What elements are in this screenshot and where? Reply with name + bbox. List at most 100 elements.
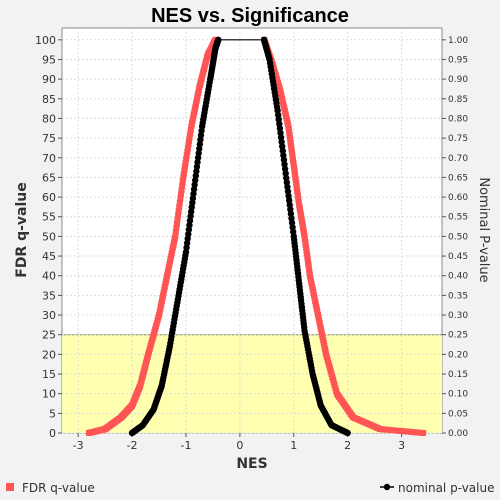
y-left-tick-label: 25 bbox=[42, 329, 56, 342]
fdr-point bbox=[180, 170, 187, 177]
y-right-tick-label: 0.55 bbox=[448, 213, 468, 223]
y-right-tick-label: 0.70 bbox=[448, 154, 468, 164]
fdr-point bbox=[407, 428, 414, 435]
y-left-tick-label: 5 bbox=[49, 407, 56, 420]
y-left-tick-label: 50 bbox=[42, 230, 56, 243]
fdr-point bbox=[175, 212, 182, 219]
fdr-point bbox=[183, 152, 190, 159]
fdr-point bbox=[420, 430, 427, 436]
fdr-point bbox=[180, 174, 187, 181]
legend-label-nominal: nominal p-value bbox=[398, 481, 494, 495]
legend-marker-fdr bbox=[6, 483, 14, 491]
nominal-pvalue-point bbox=[344, 429, 351, 437]
y-right-tick-label: 0.85 bbox=[448, 95, 468, 105]
fdr-point bbox=[377, 426, 384, 433]
x-axis-label: NES bbox=[236, 456, 267, 472]
y-left-tick-label: 45 bbox=[42, 250, 56, 263]
y-left-tick-label: 65 bbox=[42, 171, 56, 184]
fdr-point bbox=[182, 163, 189, 170]
fdr-point bbox=[184, 145, 191, 152]
y-right-tick-label: 0.75 bbox=[448, 134, 468, 144]
y-right-tick-label: 0.30 bbox=[448, 311, 468, 321]
fdr-point bbox=[383, 426, 390, 433]
x-tick-label: -2 bbox=[127, 439, 138, 452]
y-left-tick-label: 85 bbox=[42, 93, 56, 106]
fdr-point bbox=[181, 167, 188, 174]
y-right-tick-label: 0.40 bbox=[448, 272, 468, 282]
x-tick-label: 2 bbox=[344, 439, 351, 452]
fdr-point bbox=[178, 187, 185, 194]
y-right-tick-label: 0.45 bbox=[448, 252, 468, 262]
fdr-point bbox=[401, 428, 408, 435]
y-left-tick-label: 20 bbox=[42, 348, 56, 361]
legend-marker-nominal bbox=[383, 483, 391, 491]
y-right-tick-label: 0.65 bbox=[448, 173, 468, 183]
y-right-tick-label: 0.50 bbox=[448, 232, 468, 242]
fdr-point bbox=[417, 429, 424, 436]
fdr-point bbox=[177, 195, 184, 202]
legend-label-fdr: FDR q-value bbox=[22, 481, 95, 495]
y-right-tick-label: 0.95 bbox=[448, 55, 468, 65]
x-tick-label: 1 bbox=[290, 439, 297, 452]
fdr-point bbox=[175, 208, 182, 215]
x-tick-label: -1 bbox=[180, 439, 191, 452]
fdr-point bbox=[386, 426, 393, 433]
fdr-point bbox=[187, 126, 194, 133]
y-right-tick-label: 0.80 bbox=[448, 114, 468, 124]
fdr-point bbox=[186, 134, 193, 141]
y-right-tick-label: 1.00 bbox=[448, 36, 468, 46]
fdr-point bbox=[186, 137, 193, 144]
y-right-tick-label: 0.15 bbox=[448, 370, 468, 380]
fdr-point bbox=[410, 429, 417, 436]
y-left-tick-label: 40 bbox=[42, 270, 56, 283]
x-tick-label: 0 bbox=[236, 439, 243, 452]
y-left-tick-label: 10 bbox=[42, 388, 56, 401]
fdr-point bbox=[398, 428, 405, 435]
fdr-point bbox=[395, 427, 402, 434]
y-left-tick-label: 55 bbox=[42, 211, 56, 224]
fdr-point bbox=[413, 429, 420, 436]
fdr-point bbox=[179, 178, 186, 185]
fdr-point bbox=[182, 159, 189, 166]
y-left-tick-label: 15 bbox=[42, 368, 56, 381]
fdr-point bbox=[389, 427, 396, 434]
y-left-tick-label: 60 bbox=[42, 191, 56, 204]
fdr-point bbox=[185, 141, 192, 148]
fdr-point bbox=[404, 428, 411, 435]
y-right-tick-label: 0.00 bbox=[448, 429, 468, 439]
y-right-tick-label: 0.20 bbox=[448, 350, 468, 360]
y-axis-right-label: Nominal P-value bbox=[476, 177, 491, 282]
y-left-tick-label: 90 bbox=[42, 73, 56, 86]
fdr-point bbox=[179, 182, 186, 189]
y-left-tick-label: 0 bbox=[49, 427, 56, 440]
y-left-tick-label: 80 bbox=[42, 112, 56, 125]
y-right-tick-label: 0.35 bbox=[448, 291, 468, 301]
fdr-point bbox=[380, 426, 387, 433]
y-left-tick-label: 70 bbox=[42, 152, 56, 165]
fdr-point bbox=[176, 199, 183, 206]
chart-title: NES vs. Significance bbox=[151, 5, 349, 27]
legend: FDR q-value nominal p-value bbox=[6, 481, 494, 495]
y-right-tick-label: 0.90 bbox=[448, 75, 468, 85]
fdr-point bbox=[176, 203, 183, 210]
y-axis-left-label: FDR q-value bbox=[14, 182, 30, 278]
y-right-tick-label: 0.60 bbox=[448, 193, 468, 203]
y-left-tick-label: 100 bbox=[35, 34, 56, 47]
fdr-point bbox=[187, 130, 194, 137]
fdr-point bbox=[174, 216, 181, 223]
fdr-point bbox=[173, 224, 180, 231]
y-left-tick-label: 75 bbox=[42, 132, 56, 145]
y-right-tick-label: 0.10 bbox=[448, 390, 468, 400]
fdr-point bbox=[184, 148, 191, 155]
fdr-point bbox=[173, 220, 180, 227]
fdr-point bbox=[172, 229, 179, 236]
x-tick-label: -3 bbox=[73, 439, 84, 452]
y-left-tick-label: 95 bbox=[42, 53, 56, 66]
y-left-tick-label: 30 bbox=[42, 309, 56, 322]
fdr-point bbox=[172, 233, 179, 240]
y-right-tick-label: 0.25 bbox=[448, 331, 468, 341]
fdr-point bbox=[177, 191, 184, 198]
fdr-point bbox=[392, 427, 399, 434]
nominal-pvalue-point bbox=[215, 36, 222, 43]
